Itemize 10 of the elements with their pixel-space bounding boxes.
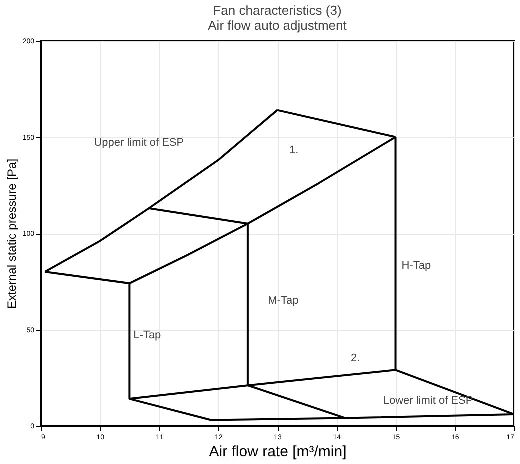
annotation: H-Tap: [402, 260, 432, 272]
annotation: Upper limit of ESP: [94, 137, 184, 150]
x-axis-title: Air flow rate [m³/min]: [209, 444, 347, 460]
annotation: M-Tap: [268, 294, 299, 307]
annotation: 1.: [289, 144, 299, 157]
y-axis-title: External static pressure [Pa]: [4, 158, 19, 310]
chart-title: Fan characteristics (3) Air flow auto adjustment: [208, 3, 348, 33]
annotation: L-Tap: [134, 330, 162, 342]
annotation: 2.: [350, 352, 360, 365]
annotation: Lower limit of ESP: [383, 394, 474, 407]
